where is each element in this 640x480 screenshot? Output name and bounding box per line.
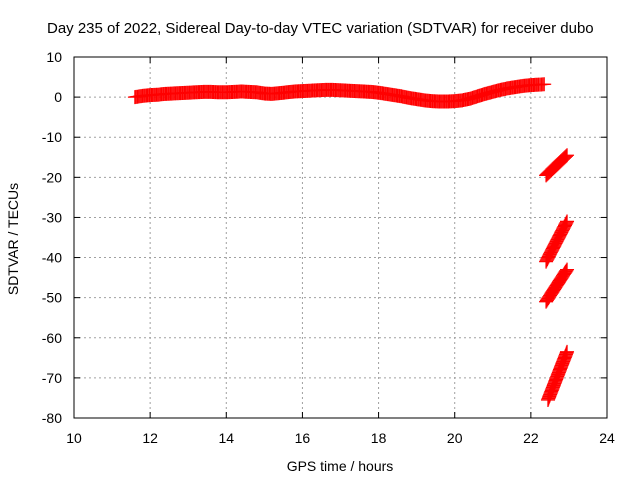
y-tick-label: -40 [42, 250, 62, 266]
x-tick-label: 20 [447, 430, 463, 446]
data-point [559, 263, 574, 278]
data-point [537, 77, 552, 92]
y-tick-label: -70 [42, 370, 62, 386]
y-tick-label: -30 [42, 209, 62, 225]
ticks: 10 12 14 16 18 20 22 24 10 0 -10 -20 -30 -40 -50 -60 -70… [42, 49, 615, 446]
data-point [559, 215, 574, 230]
data-point [557, 266, 572, 281]
data-point [557, 218, 572, 233]
data-series-1 [127, 77, 552, 109]
y-tick-label: 10 [46, 49, 62, 65]
plot-frame [73, 56, 608, 419]
data-point [556, 151, 571, 166]
x-tick-label: 24 [599, 430, 615, 446]
data-point [560, 344, 575, 359]
x-tick-label: 14 [218, 430, 234, 446]
y-axis-label: SDTVAR / TECUs [5, 183, 21, 295]
data-point [558, 149, 573, 164]
chart-title: Day 235 of 2022, Sidereal Day-to-day VTE… [47, 20, 594, 37]
x-axis-label: GPS time / hours [287, 458, 394, 474]
y-tick-label: -60 [42, 330, 62, 346]
y-tick-label: 0 [54, 89, 62, 105]
data-point [557, 150, 572, 165]
data-marks [127, 77, 575, 407]
y-tick-label: -20 [42, 169, 62, 185]
data-series-3 [539, 214, 575, 269]
y-tick-label: -10 [42, 129, 62, 145]
x-tick-label: 16 [295, 430, 311, 446]
grid [74, 57, 607, 418]
data-point [560, 214, 575, 229]
data-series-5 [540, 344, 575, 407]
data-point [558, 217, 573, 232]
x-tick-label: 12 [142, 430, 158, 446]
data-point [558, 265, 573, 280]
x-tick-label: 22 [523, 430, 539, 446]
x-tick-label: 18 [371, 430, 387, 446]
y-tick-label: -50 [42, 290, 62, 306]
y-tick-label: -80 [42, 410, 62, 426]
data-series-2 [539, 148, 575, 183]
x-tick-label: 10 [66, 430, 82, 446]
data-point [560, 262, 575, 277]
data-point [560, 148, 575, 163]
data-series-4 [539, 262, 575, 309]
